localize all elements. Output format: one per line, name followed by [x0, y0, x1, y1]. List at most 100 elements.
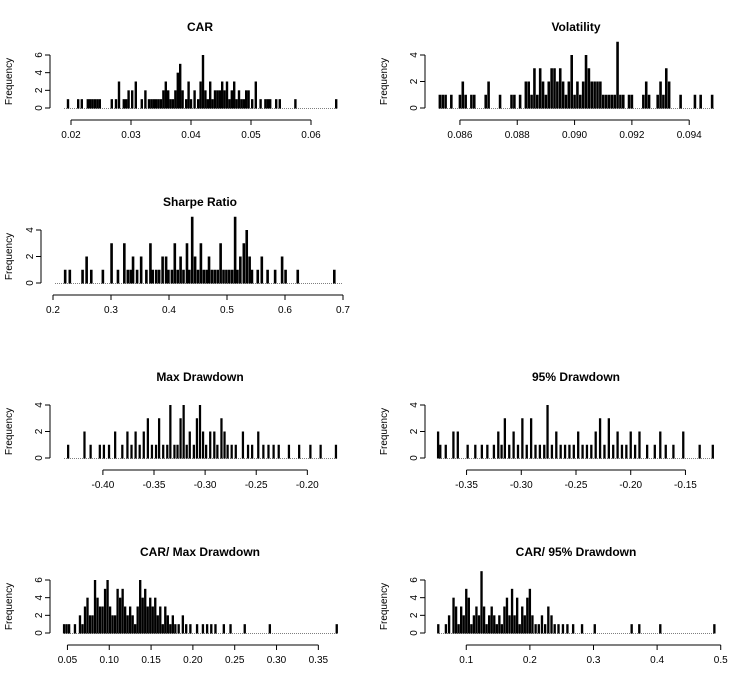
drawdown-95-bar: [594, 431, 597, 459]
max-drawdown-bar: [169, 405, 172, 459]
car-bar: [98, 99, 101, 109]
sharpe-ratio-bar: [170, 269, 174, 284]
car-bar: [110, 99, 113, 109]
volatility-bar: [558, 68, 562, 109]
drawdown-95-bar: [492, 444, 496, 459]
drawdown-95-panel: 95% Drawdown Frequency 0 2 4 -0.35 -0.30 -0.25 -…: [379, 370, 715, 491]
car-bar: [230, 90, 233, 109]
max-drawdown-bar: [134, 431, 137, 459]
volatility-xtick-label: 0.088: [505, 130, 530, 141]
car-max-drawdown-bar: [335, 624, 338, 634]
sharpe-ratio-bar: [242, 243, 246, 284]
car-max-drawdown-xtick-label: 0.05: [58, 655, 78, 666]
volatility-bar: [461, 81, 465, 109]
volatility-bar: [484, 94, 488, 109]
max-drawdown-bar: [166, 444, 169, 459]
volatility-bar: [579, 94, 582, 109]
volatility-bar: [667, 81, 671, 109]
car-95-drawdown-bar: [460, 606, 463, 634]
car-max-drawdown-bar: [177, 624, 180, 634]
car-95-drawdown-bar: [547, 606, 550, 634]
volatility-bar: [444, 94, 447, 109]
volatility-bar: [536, 94, 539, 109]
sharpe-ratio-bar: [151, 269, 155, 284]
car-95-drawdown-bar: [498, 615, 501, 634]
sharpe-ratio-bar: [185, 243, 189, 284]
sharpe-ratio-bar: [63, 269, 67, 284]
volatility-bar: [498, 94, 502, 109]
drawdown-95-bar: [581, 444, 584, 459]
sharpe-ratio-panel: Sharpe Ratio Frequency 0 2 4 0.2 0.3 0.4 0.5 0.6 0…: [4, 195, 350, 316]
car-95-drawdown-bar: [528, 588, 532, 634]
car-ytick-label: 4: [34, 69, 45, 75]
car-max-drawdown-bar: [159, 606, 162, 634]
sharpe-ratio-bar: [213, 269, 217, 284]
sharpe-ratio-bar: [216, 269, 220, 284]
max-drawdown-bar: [251, 444, 254, 459]
max-drawdown-bar: [89, 444, 92, 459]
drawdown-95-bar: [474, 444, 477, 459]
drawdown-95-bar: [512, 431, 515, 459]
car-max-drawdown-xtick-label: 0.25: [225, 655, 245, 666]
max-drawdown-bar: [195, 418, 199, 459]
car-max-drawdown-bar: [151, 606, 154, 634]
car-bar: [174, 90, 177, 109]
sharpe-ratio-bar: [260, 256, 264, 284]
car-95-drawdown-xtick-label: 0.1: [459, 655, 473, 666]
max-drawdown-bar: [262, 444, 265, 459]
volatility-title: Volatility: [551, 20, 600, 34]
car-95-drawdown-bar: [503, 606, 506, 634]
volatility-bar: [679, 94, 682, 109]
sharpe-ratio-bar: [126, 269, 130, 284]
car-max-drawdown-bar: [96, 597, 99, 634]
drawdown-95-bar: [550, 444, 554, 459]
max-drawdown-bar: [198, 405, 202, 459]
car-max-drawdown-xtick-label: 0.35: [309, 655, 329, 666]
sharpe-ratio-bar: [173, 243, 177, 284]
volatility-bar: [510, 94, 513, 109]
car-max-drawdown-bar: [113, 615, 117, 634]
car-bar: [167, 90, 170, 109]
car-95-drawdown-bar: [518, 624, 521, 634]
car-95-drawdown-bar: [465, 588, 468, 634]
volatility-bar: [599, 81, 602, 109]
car-max-drawdown-bar: [156, 615, 159, 634]
car-95-drawdown-bar: [510, 588, 514, 634]
drawdown-95-bar: [439, 444, 442, 459]
car-bar: [122, 99, 125, 109]
drawdown-95-bar: [480, 444, 484, 459]
car-max-drawdown-ytick-label: 6: [34, 577, 45, 583]
drawdown-95-bar: [563, 444, 567, 459]
max-drawdown-bar: [234, 444, 237, 459]
max-drawdown-bar: [138, 444, 141, 459]
drawdown-95-bar: [444, 444, 447, 459]
max-drawdown-ylabel: Frequency: [4, 408, 15, 455]
car-max-drawdown-bar: [62, 624, 66, 634]
volatility-bar: [664, 68, 668, 109]
car-95-drawdown-bar: [713, 624, 716, 634]
car-max-drawdown-bar: [201, 624, 205, 634]
car-bar: [66, 99, 70, 109]
max-drawdown-bar: [192, 444, 195, 459]
drawdown-95-bar: [555, 431, 558, 459]
volatility-bar: [524, 81, 528, 109]
drawdown-95-xtick-label: -0.15: [674, 480, 697, 491]
car-xtick-label: 0.05: [241, 130, 261, 141]
volatility-bar: [590, 81, 594, 109]
max-drawdown-bar: [130, 444, 133, 459]
car-bar: [127, 90, 130, 109]
sharpe-ratio-bar: [110, 243, 113, 284]
car-max-drawdown-bar: [128, 606, 132, 634]
max-drawdown-bar: [298, 444, 301, 459]
volatility-bar: [458, 94, 462, 109]
sharpe-ratio-bar: [266, 269, 269, 284]
volatility-bar: [581, 81, 585, 109]
car-max-drawdown-bar: [83, 606, 87, 634]
max-drawdown-xtick-label: -0.40: [91, 480, 114, 491]
car-95-drawdown-bar: [561, 624, 565, 634]
drawdown-95-bar: [672, 444, 675, 459]
max-drawdown-bar: [154, 444, 158, 459]
car-95-drawdown-bar: [537, 624, 540, 634]
car-bar: [213, 90, 217, 109]
car-max-drawdown-xtick-label: 0.15: [141, 655, 161, 666]
